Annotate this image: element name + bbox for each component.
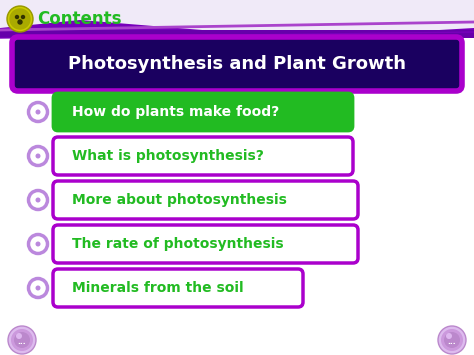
Circle shape xyxy=(36,197,40,202)
Circle shape xyxy=(441,329,463,351)
Circle shape xyxy=(31,237,45,251)
Circle shape xyxy=(7,6,33,32)
Text: What is photosynthesis?: What is photosynthesis? xyxy=(72,149,264,163)
Circle shape xyxy=(16,333,22,339)
Circle shape xyxy=(14,332,30,348)
Text: More about photosynthesis: More about photosynthesis xyxy=(72,193,287,207)
Text: The rate of photosynthesis: The rate of photosynthesis xyxy=(72,237,283,251)
FancyBboxPatch shape xyxy=(53,181,358,219)
Text: Photosynthesis and Plant Growth: Photosynthesis and Plant Growth xyxy=(68,55,406,73)
Circle shape xyxy=(36,153,40,158)
Text: How do plants make food?: How do plants make food? xyxy=(72,105,279,119)
FancyBboxPatch shape xyxy=(0,0,474,38)
Circle shape xyxy=(10,9,30,29)
Circle shape xyxy=(36,285,40,290)
Text: ...: ... xyxy=(18,337,27,345)
Circle shape xyxy=(31,149,45,163)
Circle shape xyxy=(36,109,40,115)
Circle shape xyxy=(16,16,18,18)
Circle shape xyxy=(8,326,36,354)
Circle shape xyxy=(18,20,22,24)
Circle shape xyxy=(31,193,45,207)
Circle shape xyxy=(444,332,460,348)
FancyBboxPatch shape xyxy=(53,137,353,175)
FancyBboxPatch shape xyxy=(53,269,303,307)
FancyBboxPatch shape xyxy=(53,225,358,263)
FancyBboxPatch shape xyxy=(12,37,462,91)
Circle shape xyxy=(31,281,45,295)
Circle shape xyxy=(36,241,40,246)
FancyBboxPatch shape xyxy=(0,30,474,38)
FancyBboxPatch shape xyxy=(53,93,353,131)
Polygon shape xyxy=(0,20,474,38)
Text: ...: ... xyxy=(447,337,456,345)
Circle shape xyxy=(31,105,45,119)
Circle shape xyxy=(11,329,33,351)
Circle shape xyxy=(438,326,466,354)
Text: Contents: Contents xyxy=(37,10,121,28)
Circle shape xyxy=(446,333,452,339)
Circle shape xyxy=(21,16,25,18)
Text: Minerals from the soil: Minerals from the soil xyxy=(72,281,244,295)
Circle shape xyxy=(9,7,31,31)
